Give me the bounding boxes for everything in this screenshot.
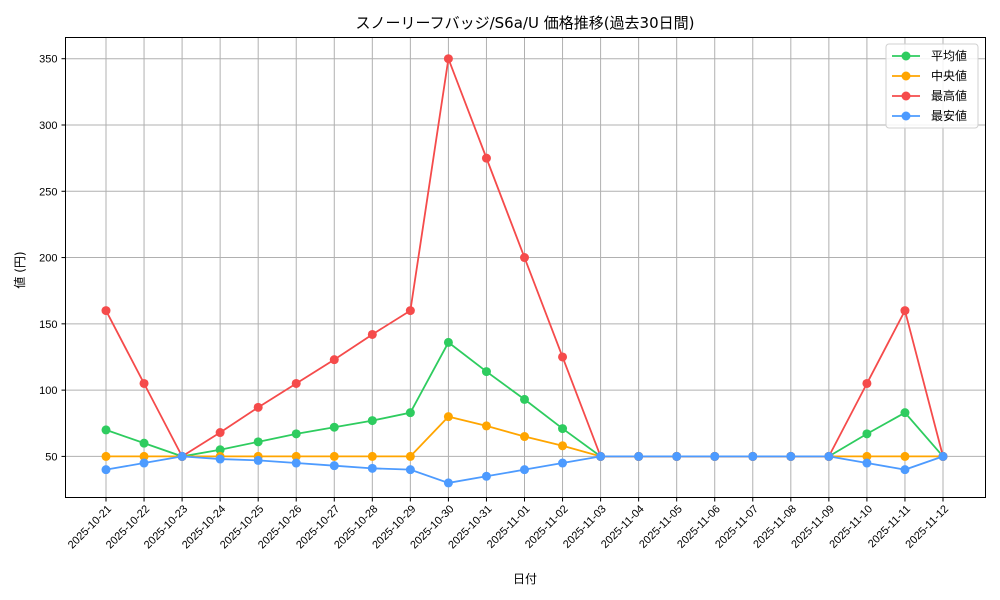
data-point	[329, 355, 339, 365]
data-point	[748, 451, 758, 461]
data-point	[405, 451, 415, 461]
data-point	[558, 458, 568, 468]
data-point	[291, 451, 301, 461]
data-point	[139, 438, 149, 448]
data-point	[900, 451, 910, 461]
data-point	[824, 451, 834, 461]
data-point	[710, 451, 720, 461]
data-point	[101, 451, 111, 461]
plot-frame	[65, 37, 986, 498]
data-point	[443, 337, 453, 347]
data-point	[481, 471, 491, 481]
data-point	[481, 421, 491, 431]
y-tick-label: 100	[39, 385, 57, 397]
data-point	[862, 378, 872, 388]
data-point	[443, 478, 453, 488]
data-point	[558, 441, 568, 451]
y-tick-label: 350	[39, 54, 57, 66]
data-point	[291, 429, 301, 439]
x-axis-ticks: 2025-10-212025-10-222025-10-232025-10-24…	[66, 497, 951, 551]
data-point	[558, 352, 568, 362]
chart-title: スノーリーフバッジ/S6a/U 価格推移(過去30日間)	[355, 14, 694, 32]
data-point	[291, 378, 301, 388]
data-point	[291, 458, 301, 468]
data-point	[329, 422, 339, 432]
legend-marker-icon	[901, 71, 911, 81]
data-point	[253, 402, 263, 412]
data-point	[900, 408, 910, 418]
data-point	[481, 367, 491, 377]
data-point	[139, 378, 149, 388]
data-point	[672, 451, 682, 461]
data-point	[215, 428, 225, 438]
data-point	[558, 424, 568, 434]
legend-label: 平均値	[931, 48, 967, 63]
data-point	[520, 432, 529, 442]
data-point	[900, 465, 910, 475]
gridlines	[65, 37, 986, 498]
data-point	[520, 253, 529, 263]
data-point	[139, 458, 149, 468]
series-最安値	[101, 451, 948, 488]
data-point	[786, 451, 796, 461]
data-point	[367, 416, 377, 426]
data-point	[405, 306, 415, 316]
legend-label: 最高値	[931, 88, 967, 103]
y-tick-label: 250	[39, 186, 57, 198]
data-point	[443, 412, 453, 422]
data-point	[367, 463, 377, 473]
data-point	[101, 306, 111, 316]
data-point	[177, 451, 187, 461]
y-tick-label: 150	[39, 319, 57, 331]
data-point	[520, 465, 529, 475]
y-tick-label: 200	[39, 253, 57, 265]
data-point	[329, 461, 339, 471]
data-point	[329, 451, 339, 461]
data-point	[443, 54, 453, 64]
data-point	[215, 445, 225, 455]
data-point	[900, 306, 910, 316]
data-point	[862, 458, 872, 468]
data-point	[596, 451, 606, 461]
data-point	[367, 329, 377, 339]
data-point	[938, 451, 948, 461]
data-point	[862, 429, 872, 439]
data-point	[253, 455, 263, 465]
legend-marker-icon	[901, 91, 911, 101]
legend-label: 中央値	[931, 68, 967, 83]
data-point	[367, 451, 377, 461]
y-axis-ticks: 50 100 150 200 250 300 350	[39, 54, 66, 463]
x-axis-label: 日付	[513, 572, 537, 586]
data-point	[481, 153, 491, 163]
data-point	[139, 451, 149, 461]
y-tick-label: 300	[39, 120, 57, 132]
legend-marker-icon	[901, 51, 911, 61]
data-point	[405, 465, 415, 475]
legend-label: 最安値	[931, 108, 967, 123]
y-tick-label: 50	[45, 451, 57, 463]
data-point	[253, 437, 263, 447]
data-point	[634, 451, 644, 461]
data-point	[101, 425, 111, 435]
data-point	[862, 451, 872, 461]
data-point	[520, 394, 529, 404]
data-point	[215, 454, 225, 464]
series-lines	[101, 54, 948, 488]
y-axis-label: 値 (円)	[12, 251, 27, 288]
data-point	[405, 408, 415, 418]
legend-marker-icon	[901, 111, 911, 121]
data-point	[101, 465, 111, 475]
